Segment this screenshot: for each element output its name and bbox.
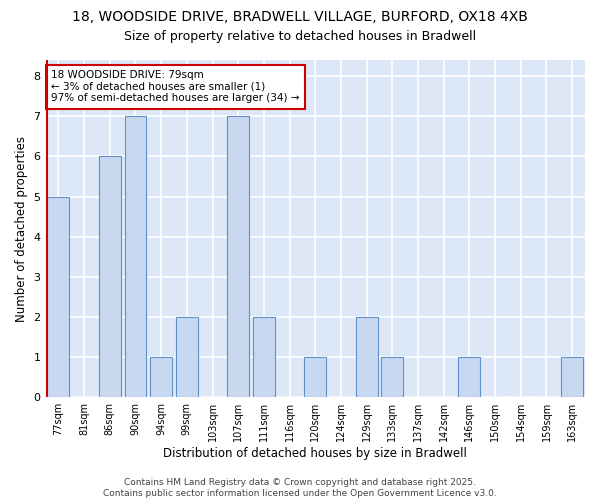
Text: Contains HM Land Registry data © Crown copyright and database right 2025.
Contai: Contains HM Land Registry data © Crown c… xyxy=(103,478,497,498)
Bar xyxy=(458,357,481,398)
Bar xyxy=(125,116,146,398)
Bar xyxy=(253,317,275,398)
Bar xyxy=(176,317,198,398)
Y-axis label: Number of detached properties: Number of detached properties xyxy=(15,136,28,322)
Bar xyxy=(304,357,326,398)
Bar xyxy=(561,357,583,398)
Bar xyxy=(382,357,403,398)
Bar xyxy=(227,116,249,398)
Bar xyxy=(47,196,70,398)
X-axis label: Distribution of detached houses by size in Bradwell: Distribution of detached houses by size … xyxy=(163,447,467,460)
Bar xyxy=(356,317,377,398)
Text: Size of property relative to detached houses in Bradwell: Size of property relative to detached ho… xyxy=(124,30,476,43)
Bar xyxy=(150,357,172,398)
Bar xyxy=(99,156,121,398)
Text: 18, WOODSIDE DRIVE, BRADWELL VILLAGE, BURFORD, OX18 4XB: 18, WOODSIDE DRIVE, BRADWELL VILLAGE, BU… xyxy=(72,10,528,24)
Text: 18 WOODSIDE DRIVE: 79sqm
← 3% of detached houses are smaller (1)
97% of semi-det: 18 WOODSIDE DRIVE: 79sqm ← 3% of detache… xyxy=(51,70,299,103)
